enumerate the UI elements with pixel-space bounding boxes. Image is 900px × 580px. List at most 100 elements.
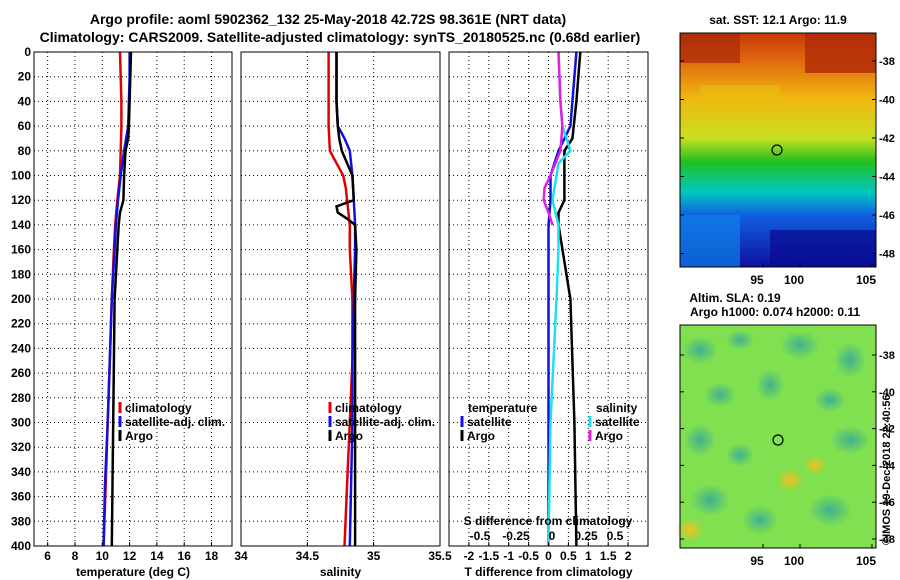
series-line-temperature-satellite — [547, 51, 578, 546]
legend-label: Argo — [467, 429, 495, 443]
y-tick-label: 240 — [11, 341, 31, 355]
watermark: ©IMOS 19-Dec-2018 22:40:56 — [881, 394, 893, 545]
plot-frame — [33, 51, 233, 547]
legend-label: Argo — [335, 429, 363, 443]
x-tick-label: -1.5 — [478, 549, 499, 563]
x-tick-label: 8 — [72, 549, 79, 563]
title-line-1: Argo profile: aoml 5902362_132 25-May-20… — [90, 11, 566, 27]
s-difference-tick-label: -0.25 — [502, 529, 530, 543]
series-line-satellite-adj-clim- — [102, 52, 131, 547]
map-x-tick-label: 105 — [856, 554, 876, 568]
y-tick-label: 340 — [11, 465, 31, 479]
argo-location-marker — [771, 144, 783, 156]
y-tick-label: 200 — [11, 292, 31, 306]
sla-map-title-1: Altim. SLA: 0.19 — [689, 291, 781, 305]
y-tick-label: 40 — [18, 94, 32, 108]
map-x-tick-label: 100 — [784, 273, 804, 287]
series-line-argo — [335, 52, 358, 546]
y-tick-label: 160 — [11, 243, 31, 257]
x-tick-label: 6 — [44, 549, 51, 563]
x-tick-label: -1 — [503, 549, 514, 563]
x-tick-label: 14 — [150, 549, 164, 563]
x-tick-label: 18 — [205, 549, 219, 563]
y-tick-label: 0 — [24, 45, 31, 59]
series-line-salinity-argo — [542, 51, 564, 226]
x-tick-label: -2 — [464, 549, 475, 563]
legend-label: Argo — [125, 429, 153, 443]
map-y-tick-label: -38 — [879, 350, 895, 362]
legend-title-temperature: temperature — [468, 401, 538, 415]
map-x-tick-label: 100 — [784, 554, 804, 568]
sst-map-title: sat. SST: 12.1 Argo: 11.9 — [709, 13, 847, 27]
map-y-tick-label: -38 — [879, 56, 895, 68]
map-x-tick-label: 105 — [856, 273, 876, 287]
s-difference-tick-label: 0.5 — [607, 529, 624, 543]
y-tick-label: 380 — [11, 514, 31, 528]
x-tick-label: 10 — [96, 549, 110, 563]
map-y-tick-label: -46 — [879, 210, 895, 222]
map-y-tick-label: -40 — [879, 387, 895, 399]
x-tick-label: 35.5 — [428, 549, 452, 563]
x-tick-label: -0.5 — [518, 549, 539, 563]
sst-map — [679, 32, 877, 268]
map-y-tick-label: -44 — [879, 460, 896, 472]
map-y-tick-label: -48 — [879, 534, 895, 546]
y-tick-label: 60 — [18, 119, 32, 133]
difference-panel: -2 -1.5 -1 -0.5 0 0.5 1 1.5 2 T difference from c… — [448, 51, 649, 579]
y-tick-label: 120 — [11, 193, 31, 207]
legend-label: Argo — [595, 429, 623, 443]
x-tick-label: 1.5 — [600, 549, 617, 563]
map-x-tick-label: 95 — [750, 554, 764, 568]
x-tick-label: 1 — [585, 549, 592, 563]
x-tick-label: 12 — [123, 549, 137, 563]
title-line-2: Climatology: CARS2009. Satellite-adjuste… — [40, 29, 641, 45]
y-tick-label: 400 — [11, 539, 31, 553]
legend-label: satellite — [467, 415, 512, 429]
y-tick-label: 140 — [11, 218, 31, 232]
y-tick-label: 220 — [11, 317, 31, 331]
legend-title-salinity: salinity — [596, 401, 638, 415]
series-line-temperature-argo — [557, 51, 582, 547]
map-y-tick-label: -40 — [879, 95, 895, 107]
s-difference-tick-label: 0.25 — [574, 529, 598, 543]
x-tick-label: 0.5 — [560, 549, 577, 563]
x-axis-label: salinity — [320, 565, 362, 579]
y-tick-label: 360 — [11, 490, 31, 504]
map-y-tick-label: -42 — [879, 133, 895, 145]
salinity-panel: 34 34.5 35 35.5 salinity climatologysatellite… — [234, 51, 452, 579]
y-tick-label: 180 — [11, 267, 31, 281]
s-difference-axis-label: S difference from climatology — [464, 514, 633, 528]
map-y-tick-label: -48 — [879, 249, 895, 261]
map-y-tick-label: -42 — [879, 424, 895, 436]
legend-label: satellite-adj. clim. — [335, 415, 435, 429]
x-axis-label: T difference from climatology — [464, 565, 632, 579]
x-tick-label: 34 — [234, 549, 248, 563]
sla-map-axes: -38 -40 -42 -44 -46 -48 95 100 105 — [680, 350, 896, 568]
x-tick-label: 35 — [367, 549, 381, 563]
argo-location-marker-sla — [772, 434, 784, 446]
legend-label: climatology — [125, 401, 192, 415]
x-tick-label: 16 — [178, 549, 192, 563]
temperature-panel: 6 8 10 12 14 16 18 temperature (deg C) 0 20 40 60 80… — [11, 45, 233, 579]
x-tick-label: 2 — [625, 549, 632, 563]
map-y-tick-label: -46 — [879, 497, 895, 509]
legend-label: climatology — [335, 401, 402, 415]
y-tick-label: 320 — [11, 440, 31, 454]
legend-label: satellite — [595, 415, 640, 429]
series-line-salinity-satellite — [547, 51, 572, 547]
y-tick-label: 20 — [18, 70, 32, 84]
series-line-climatology — [327, 52, 354, 547]
legend-label: satellite-adj. clim. — [125, 415, 225, 429]
y-tick-label: 260 — [11, 366, 31, 380]
y-tick-label: 300 — [11, 416, 31, 430]
s-difference-tick-label: -0.5 — [470, 529, 491, 543]
x-tick-label: 0 — [545, 549, 552, 563]
sla-map-title-2: Argo h1000: 0.074 h2000: 0.11 — [690, 305, 860, 319]
sst-map-axes: -38 -40 -42 -44 -46 -48 95 100 105 — [680, 56, 896, 287]
sla-map — [676, 324, 877, 549]
plot-frame — [240, 51, 441, 547]
s-difference-tick-label: 0 — [549, 529, 556, 543]
series-line-argo — [110, 51, 133, 547]
y-tick-label: 80 — [18, 144, 32, 158]
